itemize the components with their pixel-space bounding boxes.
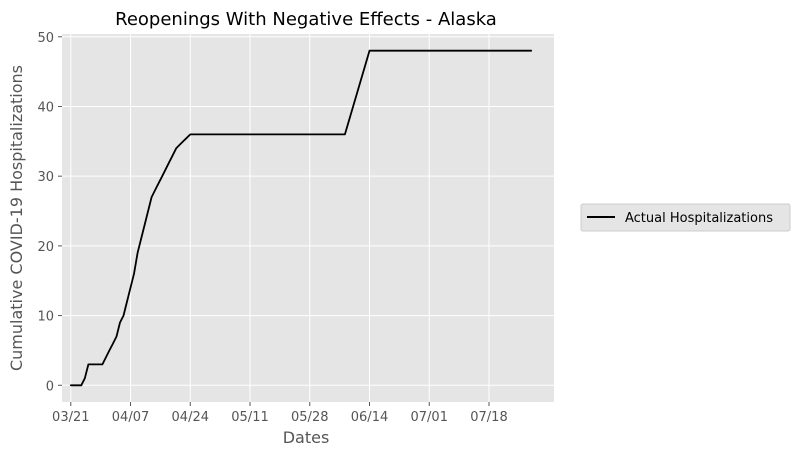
y-axis-title: Cumulative COVID-19 Hospitalizations [7,65,26,371]
series-layer [69,49,533,387]
x-axis: 03/21 04/07 04/24 05/11 05/28 06/14 07/01 07/18 [52,402,508,425]
y-tick-label: 10 [37,310,54,325]
legend-box [580,203,791,232]
y-tick-label: 50 [37,31,54,46]
y-tick-label: 30 [37,170,54,185]
x-tick-label: 06/14 [351,410,388,425]
x-axis-title: Dates [283,428,330,447]
plot-area [62,34,554,402]
x-tick-label: 04/24 [172,410,209,425]
series-line-actual-hospitalizations [69,49,533,387]
x-tick-label: 05/11 [231,410,268,425]
x-tick-label: 03/21 [52,410,89,425]
y-tick-label: 0 [46,379,54,394]
legend: Actual Hospitalizations [580,203,791,232]
y-tick-label: 40 [37,100,54,115]
y-axis: 0 10 20 30 40 50 [37,31,62,394]
y-tick-label: 20 [37,240,54,255]
x-tick-label: 07/18 [470,410,507,425]
chart-title: Reopenings With Negative Effects - Alask… [115,9,497,30]
x-tick-label: 04/07 [112,410,149,425]
legend-label: Actual Hospitalizations [625,211,773,226]
grid [62,34,554,402]
x-tick-label: 07/01 [411,410,448,425]
x-tick-label: 05/28 [291,410,328,425]
